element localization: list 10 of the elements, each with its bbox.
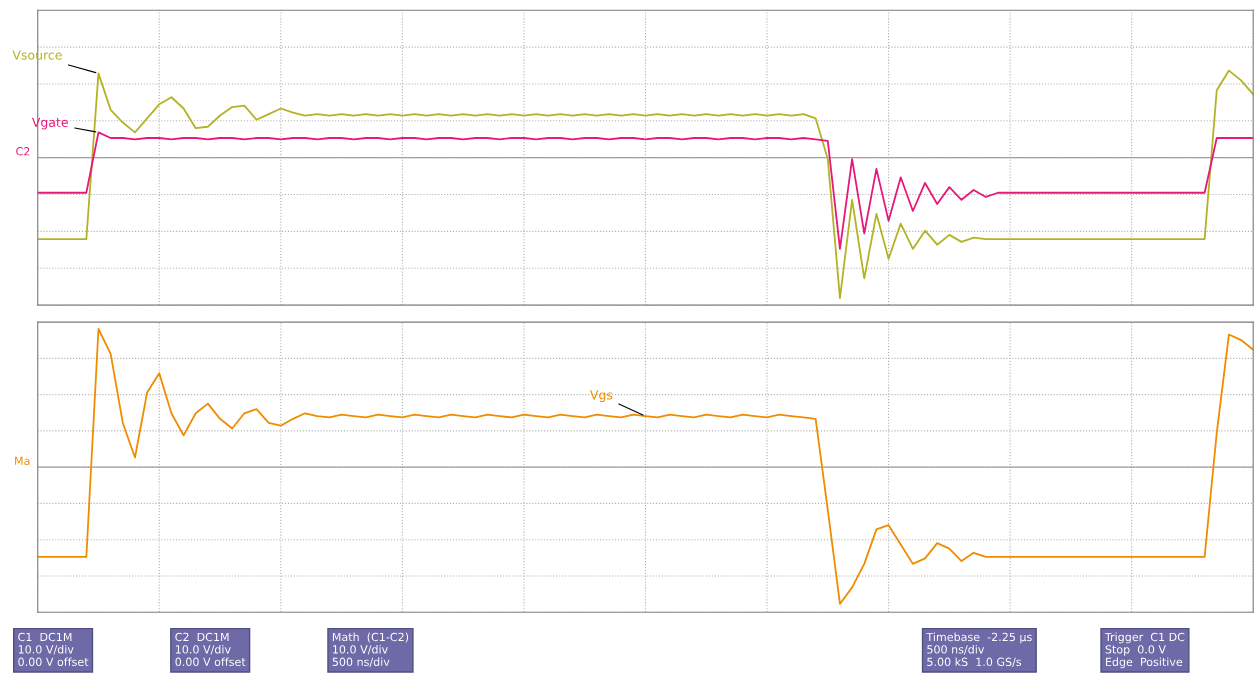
- text: Vsource: [12, 50, 62, 60]
- text: Ma: [15, 456, 30, 466]
- text: C1 DC1M 10.0 V/div 0.00 V offset: [18, 632, 89, 667]
- series-label: Vgs: [590, 390, 613, 402]
- text: Trigger C1 DC Stop 0.0 V Edge Positive: [1104, 632, 1185, 669]
- text: C2 DC1M 10.0 V/div 0.00 V offset: [175, 632, 246, 667]
- text: C2: [16, 147, 30, 156]
- text: Vgate: [31, 117, 68, 130]
- text: Math (C1-C2) 10.0 V/div 500 ns/div: [332, 632, 409, 667]
- text: Timebase -2.25 µs 500 ns/div 5.00 kS 1.0 GS/s: [926, 632, 1032, 667]
